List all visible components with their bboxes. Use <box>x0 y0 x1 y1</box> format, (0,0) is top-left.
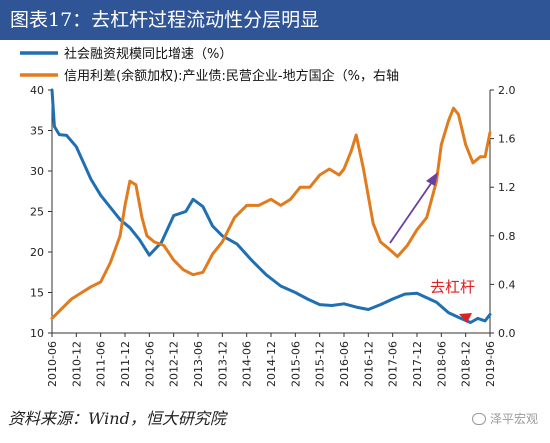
annotation-deleveraging: 去杠杆 <box>430 278 475 296</box>
left-tick-label: 10 <box>30 327 44 340</box>
right-tick-label: 0.8 <box>498 230 516 243</box>
wechat-icon <box>471 412 486 425</box>
x-tick-label: 2012-06 <box>143 341 156 387</box>
right-tick-label: 0.0 <box>498 327 516 340</box>
left-tick-label: 40 <box>30 84 44 97</box>
left-tick-label: 35 <box>30 125 44 138</box>
right-tick-label: 1.2 <box>498 181 516 194</box>
right-tick-label: 2.0 <box>498 84 516 97</box>
x-tick-label: 2014-06 <box>241 341 254 387</box>
series <box>50 88 492 324</box>
x-tick-label: 2017-12 <box>411 341 424 387</box>
x-tick-label: 2016-06 <box>338 341 351 387</box>
watermark: 泽平宏观 <box>471 410 538 427</box>
x-tick-label: 2013-12 <box>216 341 229 387</box>
legend: 社会融资规模同比增速（%） 信用利差(余额加权):产业债:民营企业-地方国企（%… <box>20 46 399 84</box>
x-tick-label: 2016-12 <box>362 341 375 387</box>
x-tick-label: 2017-06 <box>387 341 400 387</box>
trend-arrow-head <box>426 172 438 186</box>
series-line-credit-spread <box>50 106 492 320</box>
source-note: 资料来源：Wind，恒大研究院 <box>8 409 226 428</box>
chart: 社会融资规模同比增速（%） 信用利差(余额加权):产业债:民营企业-地方国企（%… <box>20 46 516 387</box>
x-tick-label: 2011-12 <box>119 341 132 387</box>
x-tick-label: 2014-12 <box>265 341 278 387</box>
x-tick-label: 2010-06 <box>46 341 59 387</box>
x-tick-label: 2019-06 <box>484 341 497 387</box>
x-tick-label: 2011-06 <box>95 341 108 387</box>
legend-label-social-financing: 社会融资规模同比增速（%） <box>64 46 232 62</box>
watermark-label: 泽平宏观 <box>489 412 538 426</box>
trend-arrow-line <box>389 181 433 244</box>
x-tick-label: 2010-12 <box>70 341 83 387</box>
x-tick-label: 2015-06 <box>289 341 302 387</box>
x-tick-label: 2013-06 <box>192 341 205 387</box>
left-tick-label: 25 <box>30 206 44 219</box>
annotations: 去杠杆 <box>389 172 475 323</box>
x-tick-label: 2012-12 <box>168 341 181 387</box>
x-tick-label: 2018-12 <box>460 341 473 387</box>
figure-title: 图表17：去杠杆过程流动性分层明显 <box>0 0 550 40</box>
left-tick-label: 20 <box>30 246 44 259</box>
series-line-social-financing <box>50 88 492 324</box>
right-tick-label: 1.6 <box>498 133 516 146</box>
axes: 10 15 20 25 30 35 40 0.0 0.4 0.8 1.2 1.6 2.0 2010-06 2… <box>30 84 516 387</box>
x-tick-label: 2018-06 <box>435 341 448 387</box>
right-tick-label: 0.4 <box>498 278 516 291</box>
left-tick-label: 15 <box>30 287 44 300</box>
x-tick-label: 2015-12 <box>314 341 327 387</box>
left-tick-label: 30 <box>30 165 44 178</box>
legend-label-credit-spread: 信用利差(余额加权):产业债:民营企业-地方国企（%，右轴 <box>64 68 399 84</box>
annotation-arrow-head <box>459 313 472 323</box>
